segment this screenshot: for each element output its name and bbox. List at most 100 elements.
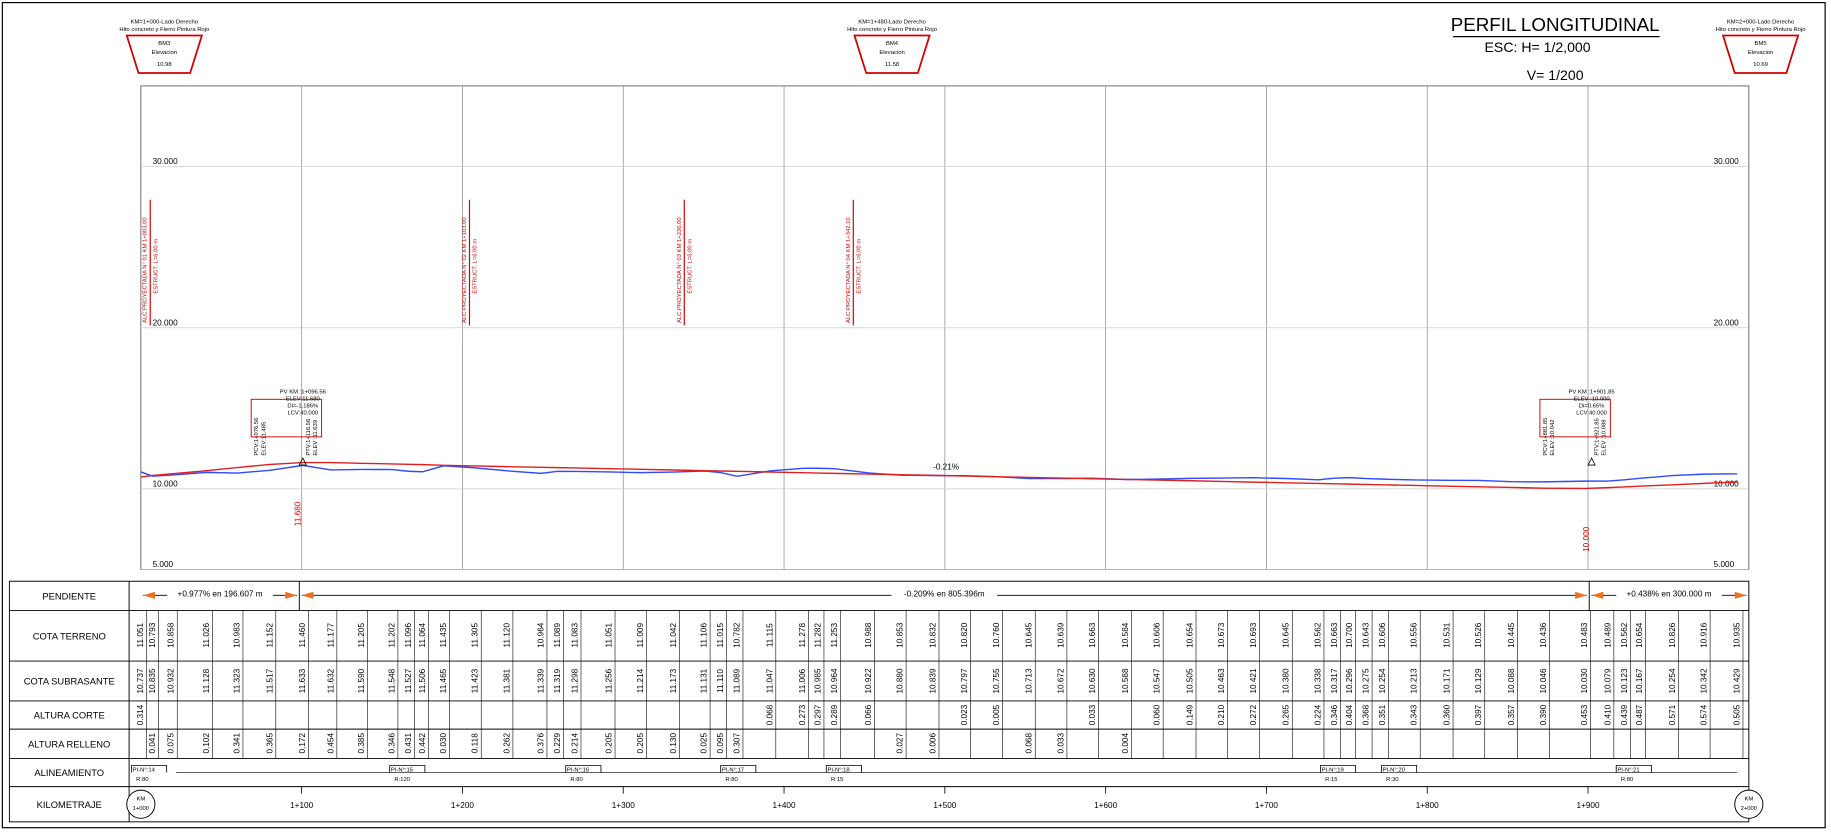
bm-label: Elevacion (879, 50, 904, 56)
y-tick-label: 10.000 (1714, 480, 1740, 489)
km-label: 1+300 (612, 801, 635, 810)
cell-value: 11.009 (636, 623, 645, 648)
cell-value: 11.633 (298, 668, 307, 693)
cell-value: 10.606 (1378, 622, 1387, 648)
cell-value: 0.068 (1025, 733, 1034, 754)
cell-value: 0.487 (1635, 704, 1644, 725)
slope-label: +0.977% en 196.607 m (178, 589, 263, 598)
cell-value: 0.307 (732, 733, 741, 754)
cell-value: 10.964 (536, 622, 545, 648)
cell-value: 10.737 (136, 668, 145, 694)
cell-value: 10.505 (1185, 668, 1194, 694)
cell-value: 11.089 (732, 668, 741, 693)
cell-value: 10.964 (830, 668, 839, 694)
km-circle-text: 1+000 (133, 806, 150, 812)
arrow-head (1734, 591, 1747, 599)
cell-value: 10.755 (992, 668, 1001, 694)
cell-value: 10.213 (1410, 668, 1419, 694)
cell-value: 0.404 (1345, 704, 1354, 725)
cell-value: 0.431 (404, 733, 413, 754)
cell-value: 0.454 (326, 733, 335, 754)
cell-value: 11.015 (716, 623, 725, 648)
curve-bracket (825, 765, 862, 773)
km-label: 1+700 (1255, 801, 1278, 810)
arrow-head (301, 591, 314, 599)
km-circle (1734, 789, 1764, 819)
bm-label: Elevacion (152, 50, 177, 56)
cell-value: 10.880 (896, 668, 905, 694)
culvert-text: ESTRUCT. L=6.00 m (856, 239, 862, 294)
cell-value: 10.088 (1507, 668, 1516, 694)
cell-value: 10.588 (1121, 668, 1130, 694)
bm-text: Hito concreto y Fierro Pintura Rojo (119, 27, 210, 33)
y-tick-label: 5.000 (1714, 560, 1735, 569)
cell-value: 11.096 (404, 623, 413, 648)
cell-value: 0.030 (439, 733, 448, 754)
culvert-text: ALC.PROYECTADA N° 01 KM 1+003.00 (143, 217, 149, 323)
curve-bracket (565, 765, 602, 773)
cell-value: 11.047 (765, 668, 774, 693)
vc-marker (298, 457, 308, 466)
cell-value: 0.453 (1580, 704, 1589, 725)
curve-bracket (1320, 765, 1357, 773)
cell-value: 0.273 (798, 704, 807, 725)
cell-value: 10.526 (1474, 622, 1483, 648)
pi-label: PI-N°:17 (722, 767, 744, 773)
vc-text: PCV:1+076.56 (254, 418, 260, 456)
cell-value: 10.820 (960, 622, 969, 648)
cell-value: 11.110 (716, 669, 725, 693)
cell-value: 0.068 (765, 704, 774, 725)
cell-value: 11.517 (265, 668, 274, 693)
cell-value: 11.305 (471, 623, 480, 648)
cell-value: 10.342 (1700, 668, 1709, 694)
arrow-head (1591, 591, 1604, 599)
km-label: 1+100 (290, 801, 313, 810)
culvert-text: ALC.PROYECTADA N° 04 KM 1+342.10 (846, 217, 852, 323)
cell-value: 0.376 (536, 733, 545, 754)
slope-label: +0.438% en 300.000 m (1626, 589, 1711, 598)
km-circle (126, 789, 156, 819)
cell-value: 0.205 (636, 733, 645, 754)
cell-value: 10.639 (1056, 622, 1065, 648)
cell-value: 11.128 (202, 668, 211, 693)
cell-value: 0.214 (570, 733, 579, 754)
curve-bracket (720, 765, 757, 773)
cell-value: 10.700 (1345, 622, 1354, 648)
km-label: 1+200 (451, 801, 474, 810)
cell-value: 10.296 (1345, 668, 1354, 694)
cell-value: 11.120 (502, 623, 511, 648)
curve-bracket (1381, 765, 1418, 773)
grade-line (140, 461, 1738, 490)
cell-value: 0.272 (1249, 704, 1258, 725)
cell-value: 0.004 (1121, 733, 1130, 754)
cell-value: 10.046 (1539, 668, 1548, 694)
cell-value: 0.118 (471, 733, 480, 753)
cell-value: 11.106 (700, 623, 709, 648)
cell-value: 11.152 (265, 623, 274, 648)
bm-text: Hito concreto y Fierro Pintura Rojo (1716, 27, 1807, 33)
cell-value: 10.489 (1603, 622, 1612, 648)
cell-value: 0.351 (1378, 704, 1387, 725)
cell-value: 11.435 (439, 623, 448, 648)
pi-label: PI-N°:15 (391, 767, 414, 773)
pi-label: PI-N°:16 (567, 767, 589, 773)
cell-value: 0.346 (387, 733, 396, 754)
cell-value: 0.265 (1282, 704, 1291, 725)
cell-value: 10.935 (1732, 622, 1741, 648)
row-label: COTA TERRENO (33, 631, 106, 641)
cell-value: 10.985 (813, 668, 822, 694)
cell-value: 11.548 (387, 668, 396, 693)
cell-value: 0.224 (1313, 704, 1322, 725)
bm-label: Elevacion (1748, 50, 1773, 56)
cell-value: 10.380 (1282, 668, 1291, 694)
cell-value: 11.632 (326, 668, 335, 693)
cell-value: 10.630 (1088, 668, 1097, 694)
cell-value: 0.357 (1507, 704, 1516, 725)
bm-marker (1721, 34, 1800, 74)
vc-text: Di=-1.186% (287, 404, 318, 410)
km-circle-text: KM (1744, 797, 1753, 803)
radius-label: R:80 (725, 777, 738, 783)
cell-value: 10.782 (732, 622, 741, 648)
cell-value: 11.115 (765, 623, 774, 647)
bm-text: Hito concreto y Fierro Pintura Rojo (847, 27, 938, 33)
